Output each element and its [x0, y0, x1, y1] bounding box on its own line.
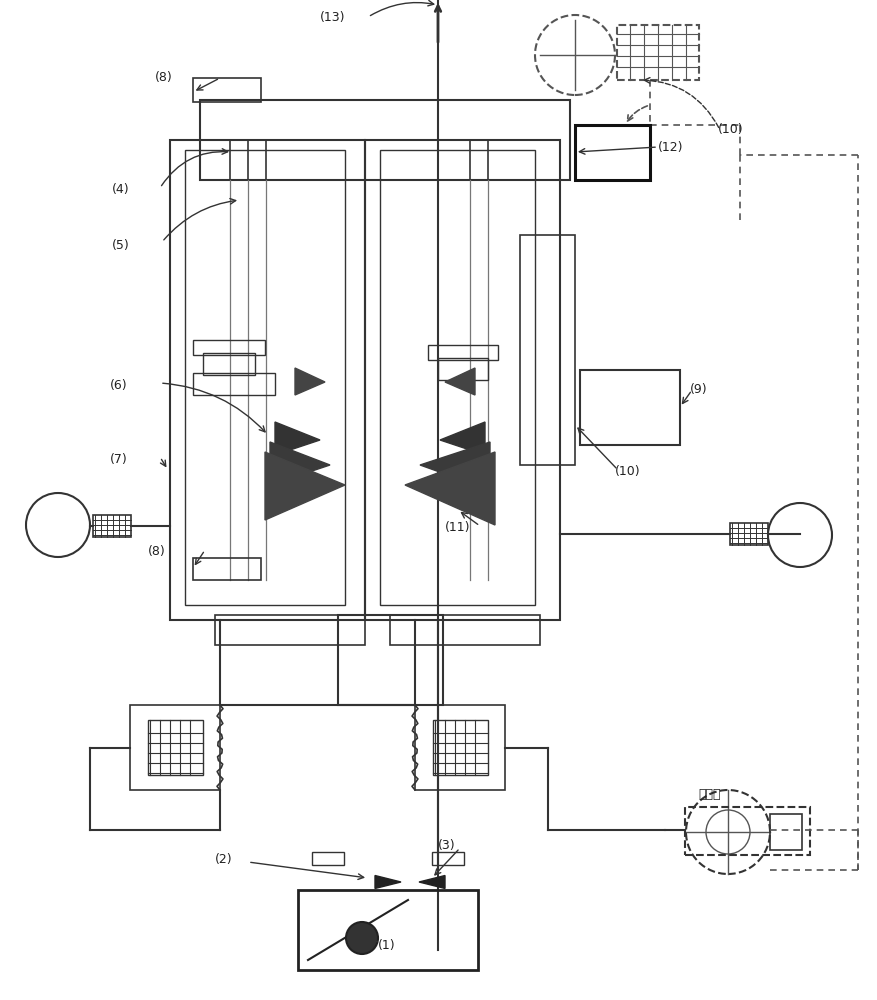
Bar [438, 358, 488, 380]
Text: (8): (8) [155, 70, 173, 84]
Bar [580, 370, 680, 445]
Bar [148, 720, 203, 775]
Polygon shape [275, 422, 320, 455]
Text: (9): (9) [690, 383, 708, 396]
Bar [130, 705, 220, 790]
Bar [215, 615, 365, 645]
Bar [193, 340, 265, 355]
Bar [685, 807, 810, 855]
Polygon shape [265, 452, 345, 520]
Bar [415, 705, 505, 790]
Text: (1): (1) [378, 938, 396, 952]
Bar [170, 140, 365, 620]
Bar [730, 523, 768, 545]
Bar [312, 852, 344, 865]
Text: (11): (11) [445, 522, 470, 534]
Polygon shape [440, 422, 485, 455]
Bar [380, 150, 535, 605]
Bar [390, 615, 540, 645]
Bar [520, 235, 575, 465]
Bar [185, 150, 345, 605]
Bar [617, 25, 699, 80]
Bar [193, 373, 275, 395]
Text: (6): (6) [110, 378, 128, 391]
Text: (12): (12) [658, 140, 683, 153]
Polygon shape [375, 876, 401, 888]
Text: (4): (4) [112, 184, 130, 196]
Text: (7): (7) [110, 454, 128, 466]
Text: (3): (3) [438, 838, 456, 852]
Bar [298, 890, 478, 970]
Polygon shape [405, 452, 495, 525]
Bar [770, 814, 802, 850]
Bar [193, 558, 261, 580]
Polygon shape [445, 368, 475, 395]
Text: (10): (10) [718, 123, 744, 136]
Bar [200, 100, 570, 180]
Bar [433, 720, 488, 775]
Bar [193, 78, 261, 102]
Text: (5): (5) [112, 238, 130, 251]
Circle shape [346, 922, 378, 954]
Bar [365, 140, 560, 620]
Bar [203, 353, 255, 375]
Bar [93, 515, 131, 537]
Bar [575, 125, 650, 180]
Bar [432, 852, 464, 865]
Polygon shape [295, 368, 325, 395]
Polygon shape [270, 442, 330, 485]
Bar [428, 345, 498, 360]
Text: (13): (13) [320, 10, 346, 23]
Text: (8): (8) [148, 546, 166, 558]
Text: (2): (2) [215, 854, 232, 866]
Polygon shape [420, 442, 490, 490]
Bar [338, 615, 443, 705]
Text: 过滤器: 过滤器 [698, 788, 721, 802]
Polygon shape [419, 876, 445, 888]
Text: (10): (10) [615, 466, 640, 479]
